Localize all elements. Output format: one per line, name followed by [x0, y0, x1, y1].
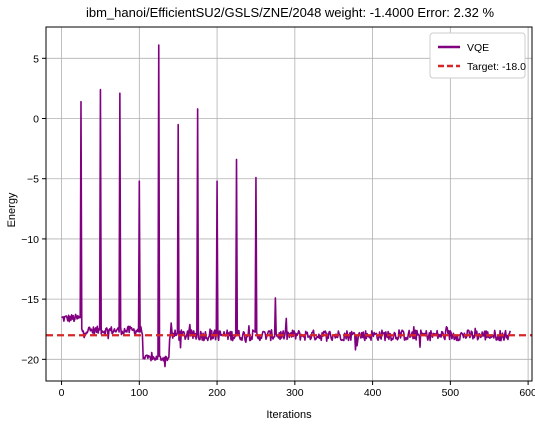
y-tick-label: −10: [21, 234, 39, 246]
chart-title: ibm_hanoi/EfficientSU2/GSLS/ZNE/2048 wei…: [86, 5, 494, 20]
x-tick-label: 600: [519, 387, 535, 399]
y-tick-label: −20: [21, 354, 39, 366]
x-axis-label: Iterations: [266, 409, 312, 421]
axis-ticks: 0 100 200 300 400 500 600 5 0 −5 −10 −15 −20: [21, 53, 535, 399]
x-tick-label: 200: [208, 387, 226, 399]
legend-target-label: Target: -18.0: [467, 61, 526, 73]
x-tick-label: 400: [364, 387, 382, 399]
series-layer: [46, 44, 532, 368]
legend: VQE Target: -18.0: [429, 32, 526, 79]
x-tick-label: 300: [286, 387, 304, 399]
plot-frame: [45, 26, 533, 382]
y-tick-label: 5: [33, 53, 39, 65]
legend-vqe-label: VQE: [467, 42, 489, 54]
legend-box: [429, 32, 526, 79]
y-axis-label: Energy: [6, 192, 18, 227]
y-tick-label: 0: [33, 114, 39, 126]
y-tick-label: −5: [27, 174, 39, 186]
x-tick-label: 0: [59, 387, 65, 399]
x-tick-label: 100: [131, 387, 149, 399]
x-tick-label: 500: [442, 387, 460, 399]
y-tick-label: −15: [21, 294, 39, 306]
